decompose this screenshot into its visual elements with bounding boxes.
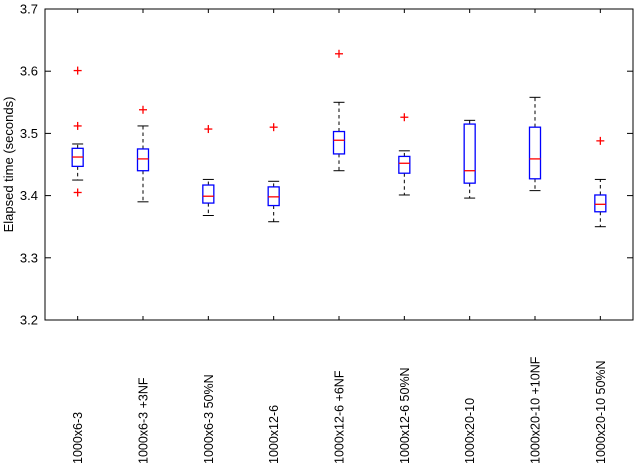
y-axis-label: Elapsed time (seconds)	[1, 97, 16, 233]
iqr-box	[136, 148, 150, 172]
iqr-box	[332, 130, 346, 155]
x-category-label: 1000x6-3	[71, 412, 85, 464]
y-tick-label: 3.6	[20, 64, 38, 79]
x-category-label: 1000x20-10 +10NF	[529, 356, 543, 464]
y-tick-label: 3.7	[20, 2, 38, 17]
x-category-label: 1000x20-10	[463, 398, 477, 464]
x-category-label: 1000x6-3 50%N	[202, 374, 216, 464]
iqr-box	[202, 184, 215, 204]
x-category-label: 1000x6-3 +3NF	[137, 377, 151, 464]
x-category-label: 1000x12-6	[267, 405, 281, 464]
iqr-box	[594, 194, 607, 213]
iqr-box	[398, 155, 411, 174]
y-tick-label: 3.2	[20, 313, 38, 328]
y-tick-label: 3.4	[20, 188, 38, 203]
x-category-label: 1000x12-6 +6NF	[333, 370, 347, 464]
iqr-box	[528, 126, 542, 180]
x-category-label: 1000x20-10 50%N	[594, 360, 608, 464]
y-tick-label: 3.3	[20, 250, 38, 265]
iqr-box	[463, 123, 476, 184]
x-category-label: 1000x12-6 50%N	[398, 367, 412, 464]
y-tick-label: 3.5	[20, 126, 38, 141]
